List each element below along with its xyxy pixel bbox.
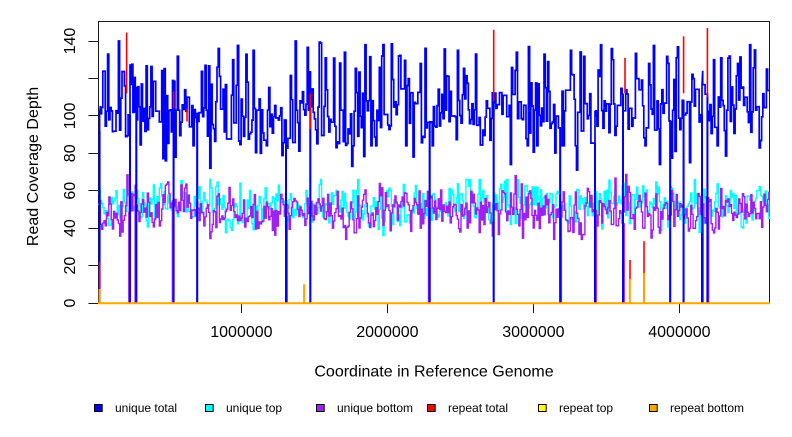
svg-text:20: 20 (62, 257, 79, 275)
svg-text:2000000: 2000000 (356, 324, 418, 341)
svg-text:0: 0 (62, 298, 79, 307)
svg-text:unique total: unique total (115, 401, 177, 415)
svg-text:unique bottom: unique bottom (337, 401, 413, 415)
svg-text:3000000: 3000000 (502, 324, 564, 341)
svg-text:140: 140 (62, 28, 79, 55)
svg-text:Read Coverage Depth: Read Coverage Depth (25, 87, 42, 246)
svg-text:repeat top: repeat top (559, 401, 613, 415)
svg-text:repeat total: repeat total (448, 401, 508, 415)
svg-text:100: 100 (62, 102, 79, 129)
svg-text:repeat bottom: repeat bottom (670, 401, 744, 415)
svg-text:40: 40 (62, 219, 79, 237)
svg-text:60: 60 (62, 182, 79, 200)
svg-text:unique top: unique top (226, 401, 282, 415)
svg-text:1000000: 1000000 (210, 324, 272, 341)
svg-text:80: 80 (62, 144, 79, 162)
svg-text:4000000: 4000000 (648, 324, 710, 341)
svg-text:Coordinate in Reference Genome: Coordinate in Reference Genome (314, 364, 553, 381)
